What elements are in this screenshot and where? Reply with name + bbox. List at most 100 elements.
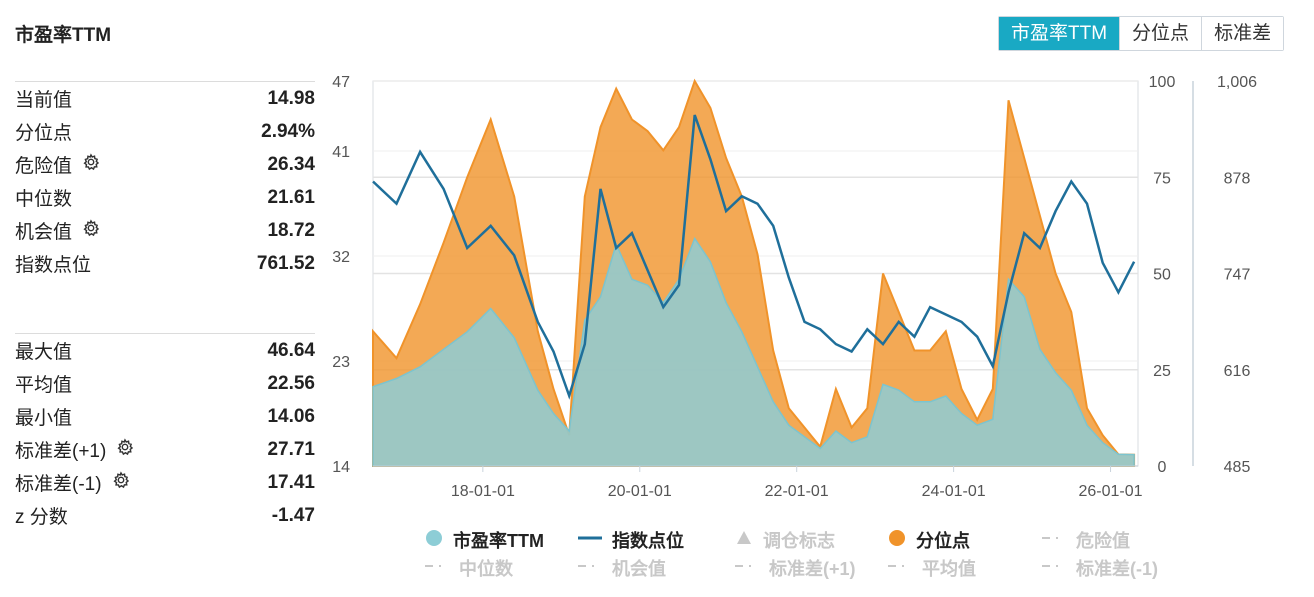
- legend-item[interactable]: 市盈率TTM: [425, 527, 544, 553]
- stats-history-panel: 最大值 46.64 平均值 22.56 最小值 14.06 标准差(+1) 27.71 标准差(…: [15, 333, 315, 532]
- legend-item[interactable]: 分位点: [888, 527, 970, 553]
- gear-icon[interactable]: [82, 218, 100, 243]
- stat-value: 14.06: [267, 405, 315, 427]
- stat-row: 标准差(+1) 27.71: [15, 433, 315, 466]
- x-axis-tick-label: 24-01-01: [922, 483, 986, 500]
- stat-label: 危险值: [15, 156, 73, 177]
- stat-row: 标准差(-1) 17.41: [15, 466, 315, 499]
- stats-divider: [15, 333, 315, 334]
- stat-row: 危险值 26.34: [15, 148, 315, 181]
- legend-marker-icon: [425, 557, 449, 580]
- legend-label: 分位点: [916, 531, 970, 551]
- stat-label: 最大值: [15, 342, 73, 363]
- left-axis-tick-label: 14: [332, 459, 350, 476]
- stat-row: 最小值 14.06: [15, 400, 315, 433]
- stat-value: 22.56: [267, 372, 315, 394]
- stat-value: 21.61: [267, 186, 315, 208]
- stat-label: 平均值: [15, 375, 73, 396]
- right-axis-tick-label: 100: [1149, 74, 1176, 91]
- stat-label: 中位数: [15, 189, 73, 210]
- stat-row: 平均值 22.56: [15, 367, 315, 400]
- x-axis-tick-label: 18-01-01: [451, 483, 515, 500]
- stat-value: 761.52: [256, 252, 315, 274]
- legend-label: 标准差(-1): [1076, 559, 1158, 579]
- legend-marker-icon: [578, 557, 602, 580]
- legend-marker-icon: [425, 529, 443, 552]
- stat-row: 分位点 2.94%: [15, 115, 315, 148]
- legend-item[interactable]: 指数点位: [578, 527, 684, 553]
- stat-value: 14.98: [267, 87, 315, 109]
- legend-item[interactable]: 平均值: [888, 555, 976, 581]
- stat-label: 分位点: [15, 123, 73, 144]
- legend-label: 标准差(+1): [769, 559, 856, 579]
- stats-divider: [15, 81, 315, 82]
- stats-current-panel: 当前值 14.98 分位点 2.94% 危险值 26.34 中位数 21.61 机会值 18.72…: [15, 81, 315, 280]
- legend-label: 指数点位: [612, 531, 684, 551]
- gear-icon[interactable]: [116, 437, 134, 462]
- left-axis-tick-label: 41: [332, 144, 350, 161]
- gear-icon[interactable]: [82, 152, 100, 177]
- stat-row: 指数点位 761.52: [15, 247, 315, 280]
- stat-value: 26.34: [267, 153, 315, 175]
- stat-label: 标准差(+1): [15, 441, 107, 462]
- legend-item[interactable]: 标准差(-1): [1042, 555, 1158, 581]
- right-axis-tick-label: 50: [1153, 267, 1171, 284]
- right-axis-tick-label: 25: [1153, 363, 1171, 380]
- left-axis-tick-label: 47: [332, 74, 350, 91]
- stat-value: -1.47: [271, 504, 315, 526]
- right-axis-tick-label: 0: [1158, 459, 1167, 476]
- legend-label: 调仓标志: [763, 531, 835, 551]
- index-axis-tick-label: 1,006: [1217, 74, 1257, 91]
- legend-label: 机会值: [612, 559, 666, 579]
- stat-label: z 分数: [15, 507, 68, 528]
- legend-label: 危险值: [1076, 531, 1130, 551]
- index-axis-tick-label: 616: [1224, 363, 1251, 380]
- pe-ttm-area: [372, 236, 1135, 467]
- stat-row: 最大值 46.64: [15, 334, 315, 367]
- stat-row: 机会值 18.72: [15, 214, 315, 247]
- x-axis-tick-label: 26-01-01: [1079, 483, 1143, 500]
- stat-value: 27.71: [267, 438, 315, 460]
- legend-item[interactable]: 标准差(+1): [735, 555, 856, 581]
- tab-pe-ttm[interactable]: 市盈率TTM: [999, 17, 1120, 50]
- gear-icon[interactable]: [112, 470, 130, 495]
- stat-value: 17.41: [267, 471, 315, 493]
- stat-label: 当前值: [15, 90, 73, 111]
- legend-item[interactable]: 中位数: [425, 555, 513, 581]
- legend-label: 市盈率TTM: [453, 531, 544, 551]
- index-axis-tick-label: 485: [1224, 459, 1251, 476]
- left-axis-tick-label: 32: [332, 249, 350, 266]
- right-axis-tick-label: 75: [1153, 170, 1171, 187]
- percentile-area: [372, 78, 1136, 467]
- tab-percentile[interactable]: 分位点: [1119, 17, 1202, 50]
- legend-marker-icon: [578, 529, 602, 552]
- legend-marker-icon: [1042, 557, 1066, 580]
- x-axis-tick-label: 22-01-01: [765, 483, 829, 500]
- legend-marker-icon: [1042, 529, 1066, 552]
- legend-item[interactable]: 危险值: [1042, 527, 1130, 553]
- legend-marker-icon: [888, 529, 906, 552]
- x-axis-tick-label: 20-01-01: [608, 483, 672, 500]
- stat-row: 中位数 21.61: [15, 181, 315, 214]
- stat-value: 18.72: [267, 219, 315, 241]
- index-axis-tick-label: 878: [1224, 170, 1251, 187]
- tab-std-dev[interactable]: 标准差: [1201, 17, 1284, 50]
- stat-value: 2.94%: [261, 120, 315, 142]
- stat-label: 最小值: [15, 408, 73, 429]
- metric-tabs: 市盈率TTM 分位点 标准差: [998, 16, 1285, 51]
- stat-label: 指数点位: [15, 255, 92, 276]
- legend-marker-icon: [735, 557, 759, 580]
- stat-value: 46.64: [267, 339, 315, 361]
- stat-row: z 分数 -1.47: [15, 499, 315, 532]
- legend-item[interactable]: 机会值: [578, 555, 666, 581]
- index-axis-tick-label: 747: [1224, 267, 1251, 284]
- legend-marker-icon: [735, 529, 753, 552]
- legend-item[interactable]: 调仓标志: [735, 527, 835, 553]
- index-line: [372, 114, 1136, 400]
- legend-label: 平均值: [922, 559, 976, 579]
- stat-row: 当前值 14.98: [15, 82, 315, 115]
- legend-marker-icon: [888, 557, 912, 580]
- chart-title: 市盈率TTM: [15, 25, 112, 46]
- legend-label: 中位数: [459, 559, 513, 579]
